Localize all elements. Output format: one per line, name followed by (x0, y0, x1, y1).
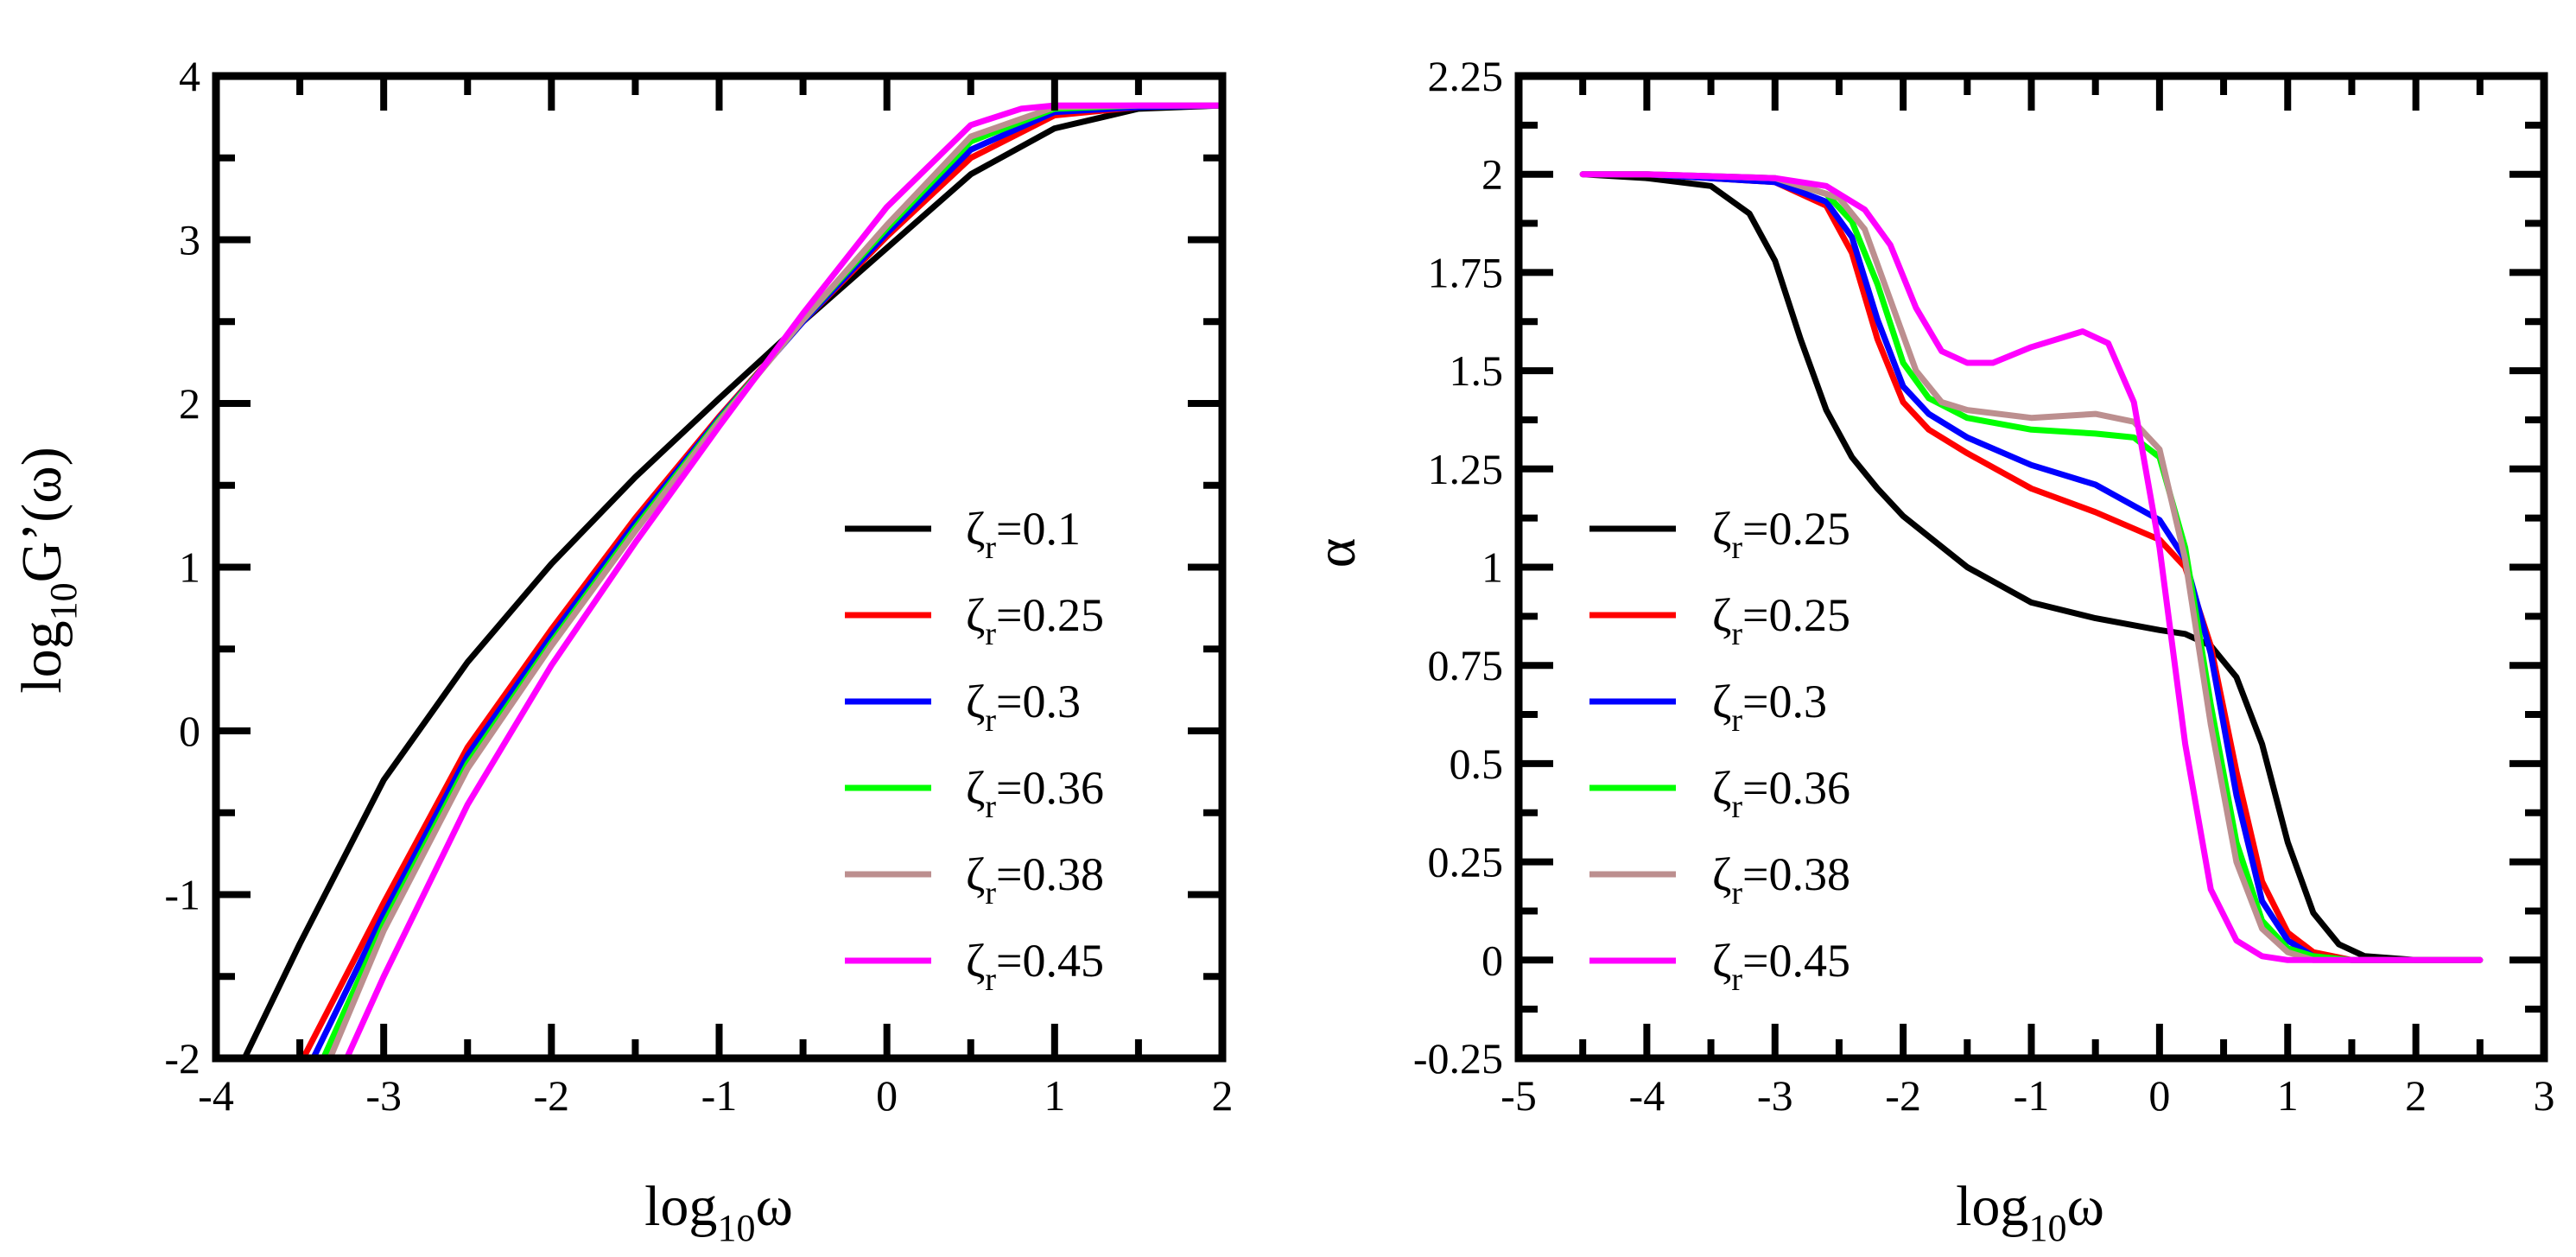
y-axis-label: log10G’(ω) (10, 447, 85, 693)
x-tick-label: 0 (2148, 1071, 2170, 1120)
legend-label: ζr=0.25 (966, 589, 1104, 652)
y-tick-label: 0.5 (1450, 740, 1504, 788)
x-tick-label: -1 (2014, 1071, 2050, 1120)
y-tick-label: 2.25 (1428, 52, 1504, 100)
y-tick-label: 2 (179, 379, 200, 428)
series-line-2 (300, 102, 1222, 1058)
y-tick-label: -0.25 (1413, 1034, 1503, 1082)
x-tick-label: -4 (198, 1071, 234, 1120)
legend-label: ζr=0.45 (1712, 935, 1850, 998)
y-tick-label: 0 (179, 707, 200, 755)
chart-2: -5 -4 -3 -2 -1 0 1 2 3 -0.25 0 0.25 0.5 0.75 1 1.25 1.5 1… (1304, 52, 2555, 1249)
y-tick-label: 1.5 (1450, 346, 1504, 395)
series-line-5 (1579, 171, 2484, 963)
legend-label: ζr=0.25 (1712, 503, 1850, 566)
y-tick-label: 3 (179, 216, 200, 264)
legend: ζr=0.1 ζr=0.25 ζr=0.3 ζr=0.36 ζr=0.38 ζr=0.45 (845, 503, 1104, 998)
y-tick-label: 0.25 (1428, 838, 1504, 886)
y-tick-label: 1.25 (1428, 445, 1504, 493)
x-tick-label: -2 (534, 1071, 570, 1120)
y-tick-label: -2 (164, 1034, 200, 1082)
legend-label: ζr=0.3 (966, 676, 1081, 739)
plot-frame (1514, 72, 2548, 1063)
y-tick-label: 1 (1482, 543, 1503, 592)
y-tick-label: 0 (1482, 936, 1503, 984)
x-tick-label: -3 (365, 1071, 402, 1120)
legend-label: ζr=0.36 (1712, 762, 1850, 825)
legend-label: ζr=0.25 (1712, 589, 1850, 652)
series-line-1 (1579, 171, 2484, 963)
y-tick-label: 1 (179, 543, 200, 592)
x-axis-label: log10ω (644, 1175, 793, 1249)
legend-label: ζr=0.3 (1712, 676, 1827, 739)
chart-1: -4 -3 -2 -1 0 1 2 -2 -1 0 1 2 3 4 log10ω log10G’(ω) ζr=0… (10, 52, 1234, 1249)
legend-label: ζr=0.1 (966, 503, 1081, 566)
series-line-4 (320, 102, 1222, 1058)
legend-label: ζr=0.38 (1712, 848, 1850, 911)
y-tick-label: 4 (179, 52, 200, 100)
x-tick-label: -5 (1501, 1071, 1537, 1120)
legend: ζr=0.25 ζr=0.25 ζr=0.3 ζr=0.36 ζr=0.38 ζr=0.4… (1589, 503, 1850, 998)
y-tick-label: 1.75 (1428, 248, 1504, 296)
x-tick-label: 2 (2405, 1071, 2427, 1120)
series-group (1579, 171, 2484, 963)
series-line-5 (327, 102, 1222, 1058)
series-line-4 (1579, 171, 2484, 963)
series-line-3 (1579, 171, 2484, 963)
x-tick-label: 1 (1044, 1071, 1065, 1120)
y-axis-label: α (1304, 538, 1367, 568)
x-tick-label: -1 (701, 1071, 738, 1120)
series-line-1 (241, 102, 1222, 1058)
y-tick-label: 2 (1482, 150, 1503, 199)
x-axis-label: log10ω (1956, 1175, 2104, 1249)
y-tick-label: 0.75 (1428, 641, 1504, 689)
legend-label: ζr=0.45 (966, 935, 1104, 998)
legend-label: ζr=0.38 (966, 848, 1104, 911)
series-group (241, 102, 1222, 1058)
x-tick-label: 1 (2277, 1071, 2299, 1120)
series-line-2 (1579, 171, 2484, 963)
x-tick-label: -3 (1757, 1071, 1793, 1120)
series-line-3 (310, 102, 1222, 1058)
x-tick-label: 2 (1212, 1071, 1234, 1120)
x-tick-label: -2 (1885, 1071, 1921, 1120)
x-tick-label: 0 (876, 1071, 898, 1120)
y-tick-label: -1 (164, 871, 200, 919)
series-line-6 (343, 102, 1222, 1058)
x-tick-label: -4 (1629, 1071, 1666, 1120)
legend-label: ζr=0.36 (966, 762, 1104, 825)
x-tick-label: 3 (2534, 1071, 2555, 1120)
series-line-6 (1579, 171, 2484, 963)
plot-frame (212, 72, 1227, 1063)
